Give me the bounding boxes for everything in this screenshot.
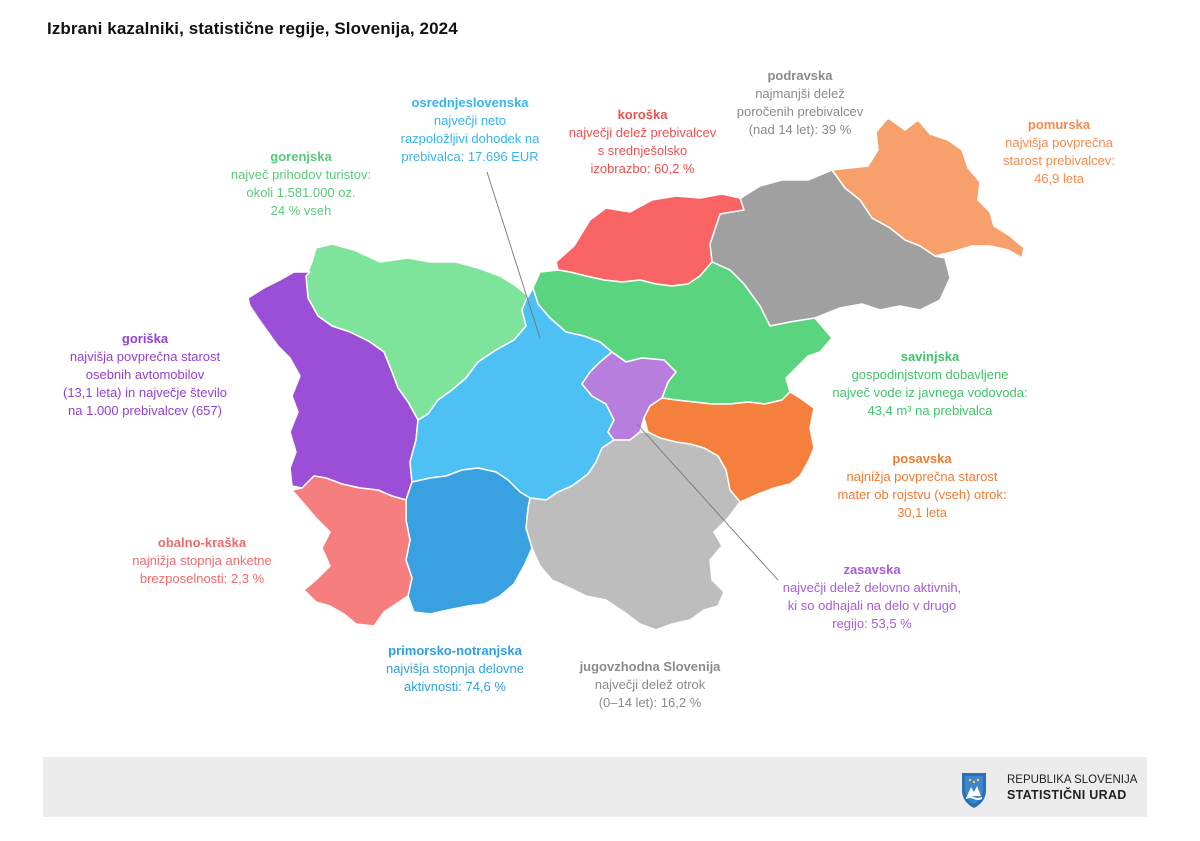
region-name: pomurska <box>1027 117 1091 132</box>
label-pomurska: pomurska najvišja povprečna starost preb… <box>984 116 1134 188</box>
region-name: osrednjeslovenska <box>411 95 529 110</box>
region-obalno-kraska[interactable] <box>291 475 413 627</box>
label-primorsko-notranjska: primorsko-notranjska najvišja stopnja de… <box>360 642 550 696</box>
region-indicator: najvišja povprečna starost osebnih avtom… <box>62 349 228 418</box>
label-savinjska: savinjska gospodinjstvom dobavljene najv… <box>810 348 1050 420</box>
region-name: jugovzhodna Slovenija <box>579 659 721 674</box>
region-indicator: največji neto razpoložljivi dohodek na p… <box>400 113 540 164</box>
region-name: savinjska <box>900 349 960 364</box>
region-indicator: največji delež otrok (0–14 let): 16,2 % <box>594 677 706 710</box>
label-jugovzhodna-slovenija: jugovzhodna Slovenija največji delež otr… <box>560 658 740 712</box>
region-primorsko-notranjska[interactable] <box>405 467 533 615</box>
institution-name: REPUBLIKA SLOVENIJA STATISTIČNI URAD <box>1007 773 1137 803</box>
label-koroska: koroška največji delež prebivalcev s sre… <box>545 106 740 178</box>
region-name: posavska <box>892 451 952 466</box>
region-indicator: gospodinjstvom dobavljene največ vode iz… <box>832 367 1028 418</box>
label-podravska: podravska najmanjši delež poročenih preb… <box>725 67 875 139</box>
region-indicator: največji delež delovno aktivnih, ki so o… <box>782 580 962 631</box>
region-name: goriška <box>121 331 169 346</box>
region-indicator: najmanjši delež poročenih prebivalcev (n… <box>736 86 864 137</box>
label-obalno-kraska: obalno-kraška najnižja stopnja anketne b… <box>107 534 297 588</box>
region-indicator: največ prihodov turistov: okoli 1.581.00… <box>230 167 372 218</box>
region-indicator: najvišja povprečna starost prebivalcev: … <box>1003 135 1115 186</box>
coat-of-arms-shield-icon <box>954 770 994 810</box>
label-goriska: goriška najvišja povprečna starost osebn… <box>40 330 250 420</box>
region-indicator: najvišja stopnja delovne aktivnosti: 74,… <box>385 661 525 694</box>
label-osrednjeslovenska: osrednjeslovenska največji neto razpolož… <box>380 94 560 166</box>
region-name: zasavska <box>843 562 901 577</box>
region-name: obalno-kraška <box>157 535 247 550</box>
region-name: primorsko-notranjska <box>388 643 522 658</box>
region-indicator: največji delež prebivalcev s srednješols… <box>568 125 717 176</box>
region-indicator: najnižja povprečna starost mater ob rojs… <box>837 469 1007 520</box>
page-title: Izbrani kazalniki, statistične regije, S… <box>47 19 458 38</box>
label-posavska: posavska najnižja povprečna starost mate… <box>812 450 1032 522</box>
region-name: podravska <box>767 68 833 83</box>
label-zasavska: zasavska največji delež delovno aktivnih… <box>762 561 982 633</box>
label-gorenjska: gorenjska največ prihodov turistov: okol… <box>216 148 386 220</box>
region-name: gorenjska <box>270 149 332 164</box>
leader-line-osrednjeslovenska <box>486 171 541 339</box>
region-indicator: najnižja stopnja anketne brezposelnosti:… <box>132 553 272 586</box>
region-zasavska[interactable] <box>581 351 677 441</box>
leader-line-zasavska <box>636 423 779 581</box>
republic-label: REPUBLIKA SLOVENIJA <box>1007 774 1138 786</box>
statistical-office-label: STATISTIČNI URAD <box>1007 788 1127 802</box>
region-name: koroška <box>617 107 668 122</box>
